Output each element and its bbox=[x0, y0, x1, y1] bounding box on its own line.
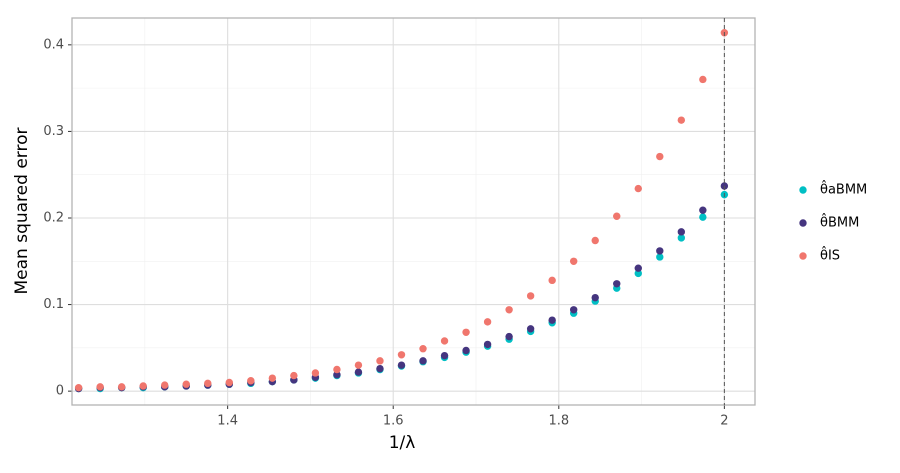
legend-marker bbox=[799, 252, 807, 260]
point bbox=[419, 357, 427, 365]
point bbox=[699, 206, 707, 214]
point bbox=[634, 264, 642, 272]
point bbox=[117, 383, 126, 391]
point bbox=[548, 316, 556, 324]
point bbox=[204, 379, 212, 388]
point bbox=[440, 337, 449, 345]
panel-border bbox=[71, 17, 756, 406]
point bbox=[634, 269, 642, 278]
point bbox=[656, 253, 664, 261]
point bbox=[569, 257, 578, 265]
legend-marker bbox=[799, 219, 807, 227]
point bbox=[656, 152, 664, 161]
point bbox=[591, 293, 599, 302]
point bbox=[247, 377, 255, 385]
legend-label: θ̂aBMM bbox=[820, 180, 867, 197]
point bbox=[333, 370, 341, 379]
point bbox=[634, 184, 642, 193]
point bbox=[376, 364, 384, 373]
point bbox=[290, 371, 298, 380]
plot-area bbox=[72, 18, 755, 405]
point bbox=[182, 380, 190, 388]
point bbox=[613, 280, 621, 288]
point bbox=[483, 340, 492, 349]
y-tick-label: 0.4 bbox=[43, 37, 64, 52]
point bbox=[613, 212, 621, 220]
point bbox=[74, 383, 83, 392]
legend-marker bbox=[799, 186, 807, 194]
point bbox=[483, 318, 492, 326]
point bbox=[656, 247, 664, 255]
point bbox=[526, 292, 535, 300]
y-tick-label: 0.3 bbox=[43, 124, 64, 139]
point bbox=[333, 365, 341, 374]
x-tick-label: 1.6 bbox=[383, 414, 404, 429]
point bbox=[311, 369, 320, 377]
x-tick-label: 1.8 bbox=[548, 414, 569, 429]
point bbox=[397, 351, 406, 359]
point bbox=[440, 351, 449, 360]
point bbox=[699, 213, 707, 221]
point bbox=[397, 361, 406, 369]
legend-label: θ̂BMM bbox=[820, 213, 859, 230]
x-axis-title: 1/λ bbox=[389, 433, 416, 453]
point bbox=[699, 75, 707, 84]
point bbox=[268, 374, 277, 382]
point bbox=[354, 361, 363, 369]
point bbox=[419, 345, 427, 353]
y-tick-label: 0 bbox=[56, 384, 64, 399]
x-tick-label: 1.4 bbox=[217, 414, 238, 429]
point bbox=[548, 276, 556, 285]
point bbox=[591, 236, 599, 245]
point bbox=[462, 346, 470, 355]
point bbox=[505, 332, 513, 341]
y-tick-label: 0.2 bbox=[43, 210, 64, 225]
point bbox=[677, 116, 686, 124]
point bbox=[526, 325, 535, 333]
point bbox=[569, 306, 578, 314]
point bbox=[677, 234, 686, 242]
point bbox=[720, 182, 729, 190]
point bbox=[354, 368, 363, 376]
point bbox=[139, 382, 147, 390]
point bbox=[96, 383, 104, 391]
point bbox=[462, 328, 470, 336]
point bbox=[161, 381, 169, 389]
y-axis-title: Mean squared error bbox=[12, 128, 32, 295]
x-tick-label: 2 bbox=[720, 414, 728, 429]
point bbox=[677, 228, 686, 236]
legend-label: θ̂IS bbox=[820, 246, 840, 263]
y-tick-label: 0.1 bbox=[43, 297, 64, 312]
point bbox=[376, 357, 384, 365]
point bbox=[225, 378, 233, 387]
point bbox=[505, 306, 513, 314]
